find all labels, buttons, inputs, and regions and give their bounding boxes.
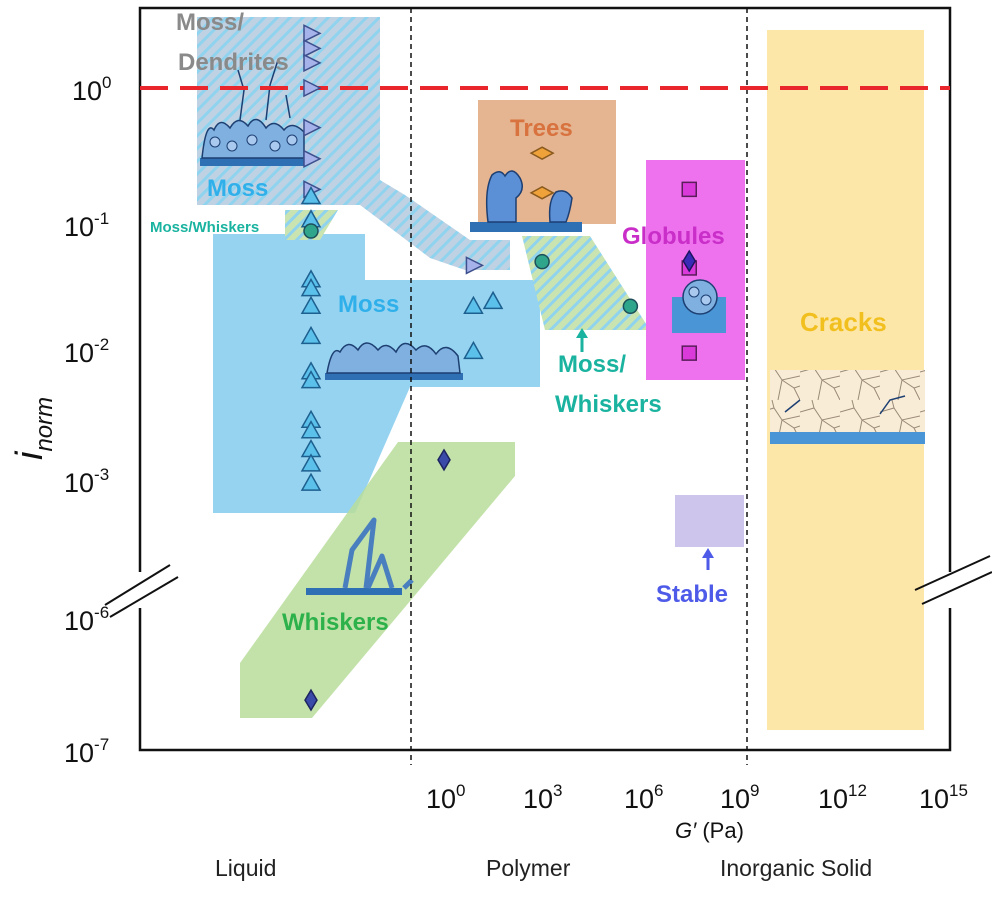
data-point-whiskers	[437, 448, 451, 472]
data-point-moss	[300, 295, 322, 315]
data-point-moss-dendrites	[303, 78, 322, 98]
region-label-liquid: Liquid	[215, 855, 276, 881]
morphology-labels: Moss/ Dendrites Moss Moss/Whiskers Moss …	[150, 9, 887, 636]
data-point-globules	[681, 181, 697, 198]
x-tick-labels: 100 103 106 109 1012 1015	[426, 781, 968, 814]
whiskers-region	[240, 442, 515, 718]
label-moss-dendrites: Moss/	[176, 9, 244, 36]
region-label-polymer: Polymer	[486, 855, 571, 881]
moss-illustration	[325, 342, 463, 380]
data-point-moss-whiskers	[622, 298, 639, 315]
y-tick-label: 10-2	[64, 335, 109, 368]
data-point-moss-whiskers	[534, 253, 550, 270]
trees-illustration	[470, 170, 582, 232]
data-point-stable	[682, 249, 697, 273]
data-point-moss	[300, 472, 322, 491]
data-point-moss-dendrites	[303, 53, 322, 73]
globules-illustration	[672, 279, 726, 333]
y-tick-label: 10-1	[64, 209, 109, 242]
label-moss-mid: Moss	[338, 291, 399, 318]
data-point-moss	[463, 340, 484, 360]
y-axis-title: inorm	[9, 397, 58, 460]
data-point-moss	[300, 453, 322, 472]
label-whiskers: Whiskers	[282, 609, 389, 636]
data-point-moss	[482, 290, 504, 310]
data-point-moss-dendrites	[303, 118, 322, 137]
x-tick-label: 1012	[818, 781, 867, 814]
data-point-trees	[529, 185, 555, 200]
axis-break-left	[104, 564, 179, 618]
x-tick-label: 1015	[919, 781, 968, 814]
label-trees: Trees	[510, 115, 573, 142]
moss-whiskers-polymer-region	[522, 236, 650, 330]
y-tick-label: 10-3	[64, 465, 109, 498]
data-point-moss	[300, 370, 322, 389]
label-moss-liquid: Moss	[207, 175, 268, 202]
axis-break-right	[914, 555, 992, 608]
y-tick-label: 10-7	[64, 735, 109, 768]
x-tick-label: 103	[523, 781, 563, 814]
data-point-globules	[681, 345, 697, 361]
whiskers-illustration	[306, 517, 414, 595]
label-moss-whiskers-small: Moss/Whiskers	[150, 219, 259, 236]
label-moss-whiskers-polymer-1: Moss/	[558, 351, 626, 378]
data-point-moss-dendrites	[465, 256, 485, 275]
data-point-moss-dendrites	[303, 39, 322, 58]
data-point-whiskers	[304, 688, 318, 712]
x-tick-label: 109	[720, 781, 760, 814]
x-axis-title: G′ (Pa)	[675, 818, 744, 843]
moss-dendrites-region	[197, 17, 510, 270]
x-tick-label: 106	[624, 781, 664, 814]
data-point-moss	[300, 278, 322, 297]
y-tick-label: 10-6	[64, 603, 109, 636]
data-point-moss	[463, 295, 484, 315]
data-point-trees	[529, 146, 555, 161]
data-point-moss	[300, 420, 322, 439]
axes-frame	[104, 6, 992, 765]
data-point-moss-whiskers	[303, 223, 319, 239]
label-cracks: Cracks	[800, 307, 887, 337]
stable-region	[675, 495, 744, 547]
label-moss-whiskers-polymer-2: Whiskers	[555, 391, 662, 418]
label-arrows	[576, 328, 714, 570]
data-markers	[300, 24, 697, 712]
label-moss-dendrites-2: Dendrites	[178, 49, 289, 76]
data-point-moss	[300, 325, 322, 345]
y-tick-label: 100	[72, 73, 112, 106]
label-stable: Stable	[656, 581, 728, 608]
x-tick-label: 100	[426, 781, 466, 814]
data-point-moss-dendrites	[303, 149, 322, 169]
cracks-illustration	[770, 370, 925, 444]
data-point-moss	[300, 185, 322, 205]
region-label-inorganic: Inorganic Solid	[720, 855, 872, 881]
data-point-moss-dendrites	[303, 24, 322, 43]
label-globules: Globules	[622, 223, 725, 250]
y-tick-labels: 100 10-1 10-2 10-3 10-6 10-7	[64, 73, 112, 768]
